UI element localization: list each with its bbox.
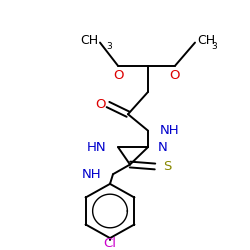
Text: 3: 3 — [211, 42, 217, 51]
Text: CH: CH — [197, 34, 215, 47]
Text: NH: NH — [160, 124, 180, 137]
Text: O: O — [95, 98, 105, 111]
Text: N: N — [158, 140, 168, 153]
Text: S: S — [163, 160, 172, 173]
Text: NH: NH — [82, 168, 101, 181]
Text: O: O — [170, 69, 180, 82]
Text: 3: 3 — [106, 42, 112, 51]
Text: Cl: Cl — [104, 238, 117, 250]
Text: CH: CH — [80, 34, 98, 47]
Text: O: O — [113, 69, 123, 82]
Text: HN: HN — [86, 140, 106, 153]
